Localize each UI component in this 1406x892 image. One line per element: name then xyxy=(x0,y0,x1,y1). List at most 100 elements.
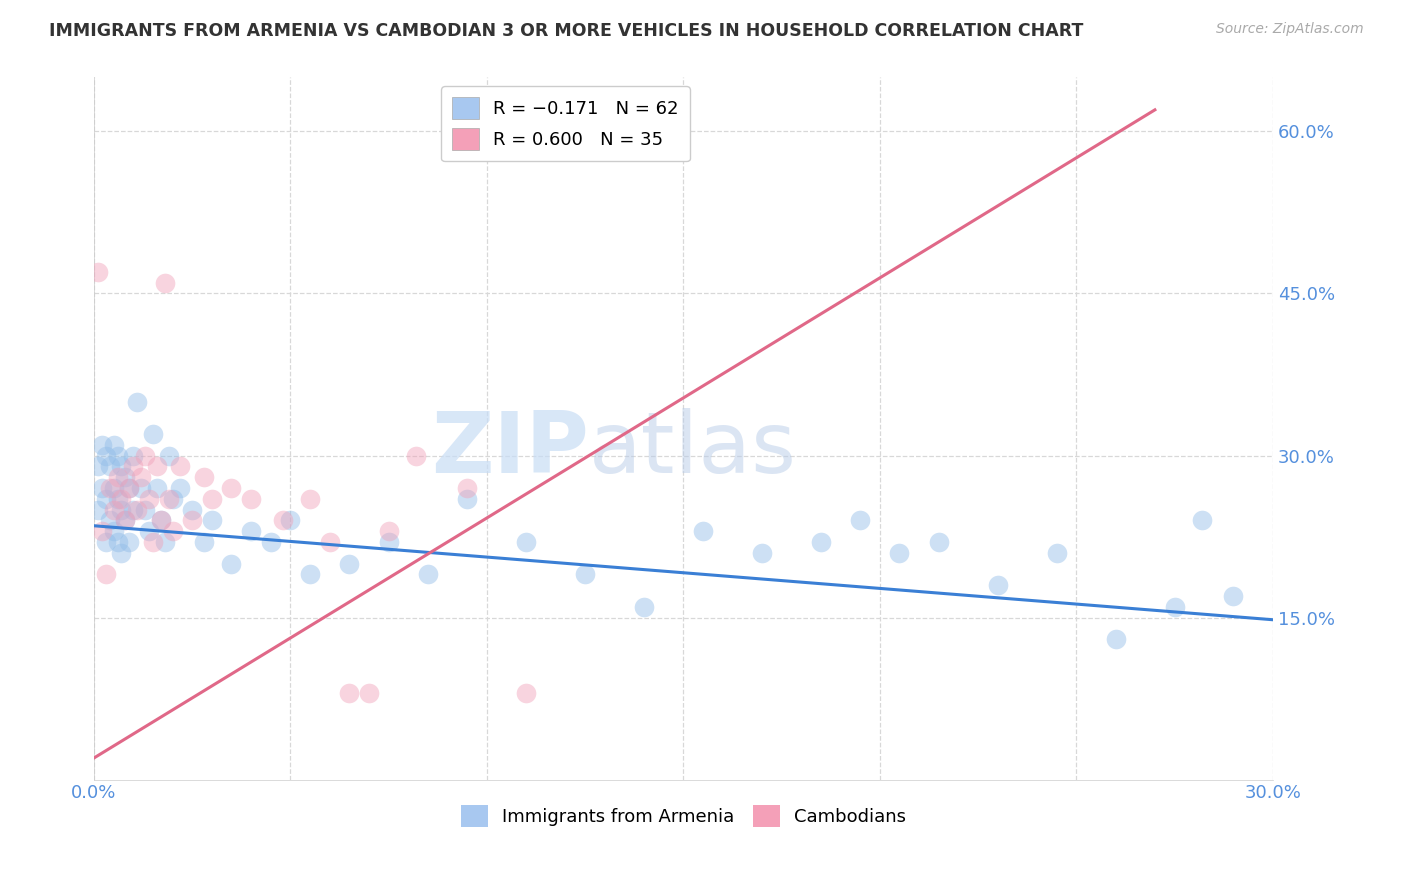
Point xyxy=(153,276,176,290)
Point xyxy=(515,535,537,549)
Point xyxy=(987,578,1010,592)
Point xyxy=(103,438,125,452)
Point xyxy=(169,481,191,495)
Point xyxy=(103,481,125,495)
Point xyxy=(162,524,184,538)
Point xyxy=(299,491,322,506)
Point xyxy=(107,535,129,549)
Point xyxy=(928,535,950,549)
Point xyxy=(138,491,160,506)
Point xyxy=(181,513,204,527)
Point xyxy=(87,502,110,516)
Point xyxy=(110,502,132,516)
Point xyxy=(260,535,283,549)
Text: ZIP: ZIP xyxy=(432,409,589,491)
Point xyxy=(146,481,169,495)
Point xyxy=(94,535,117,549)
Point xyxy=(129,470,152,484)
Point xyxy=(299,567,322,582)
Point xyxy=(889,546,911,560)
Point xyxy=(515,686,537,700)
Point xyxy=(103,524,125,538)
Point xyxy=(103,502,125,516)
Point xyxy=(98,513,121,527)
Point xyxy=(193,535,215,549)
Point xyxy=(633,599,655,614)
Point xyxy=(337,686,360,700)
Point xyxy=(1191,513,1213,527)
Text: Source: ZipAtlas.com: Source: ZipAtlas.com xyxy=(1216,22,1364,37)
Point xyxy=(280,513,302,527)
Point xyxy=(87,265,110,279)
Point xyxy=(90,481,112,495)
Point xyxy=(377,524,399,538)
Point xyxy=(110,491,132,506)
Point xyxy=(142,426,165,441)
Point xyxy=(405,449,427,463)
Point xyxy=(574,567,596,582)
Point xyxy=(240,524,263,538)
Point xyxy=(1104,632,1126,647)
Point xyxy=(90,438,112,452)
Point xyxy=(107,470,129,484)
Text: IMMIGRANTS FROM ARMENIA VS CAMBODIAN 3 OR MORE VEHICLES IN HOUSEHOLD CORRELATION: IMMIGRANTS FROM ARMENIA VS CAMBODIAN 3 O… xyxy=(49,22,1084,40)
Point xyxy=(221,481,243,495)
Point xyxy=(157,449,180,463)
Point xyxy=(221,557,243,571)
Point xyxy=(751,546,773,560)
Point xyxy=(98,481,121,495)
Point xyxy=(134,449,156,463)
Point xyxy=(134,502,156,516)
Point xyxy=(94,491,117,506)
Point xyxy=(118,481,141,495)
Point xyxy=(87,459,110,474)
Point xyxy=(122,502,145,516)
Point xyxy=(142,535,165,549)
Point xyxy=(122,459,145,474)
Point xyxy=(107,449,129,463)
Point xyxy=(149,513,172,527)
Point xyxy=(456,481,478,495)
Point xyxy=(201,491,224,506)
Point xyxy=(692,524,714,538)
Text: atlas: atlas xyxy=(589,409,797,491)
Point xyxy=(114,513,136,527)
Point xyxy=(146,459,169,474)
Point xyxy=(110,459,132,474)
Point xyxy=(810,535,832,549)
Point xyxy=(162,491,184,506)
Point xyxy=(149,513,172,527)
Point xyxy=(107,491,129,506)
Point xyxy=(94,567,117,582)
Point xyxy=(118,481,141,495)
Point xyxy=(357,686,380,700)
Point xyxy=(114,470,136,484)
Point xyxy=(240,491,263,506)
Point xyxy=(377,535,399,549)
Point xyxy=(849,513,872,527)
Point xyxy=(193,470,215,484)
Legend: Immigrants from Armenia, Cambodians: Immigrants from Armenia, Cambodians xyxy=(454,797,914,834)
Point xyxy=(169,459,191,474)
Point xyxy=(456,491,478,506)
Point xyxy=(114,513,136,527)
Point xyxy=(118,535,141,549)
Point xyxy=(201,513,224,527)
Point xyxy=(129,481,152,495)
Point xyxy=(318,535,340,549)
Point xyxy=(157,491,180,506)
Point xyxy=(1163,599,1185,614)
Point xyxy=(181,502,204,516)
Point xyxy=(1222,589,1244,603)
Point xyxy=(416,567,439,582)
Point xyxy=(127,502,149,516)
Point xyxy=(94,449,117,463)
Point xyxy=(110,546,132,560)
Point xyxy=(90,524,112,538)
Point xyxy=(98,459,121,474)
Point xyxy=(122,449,145,463)
Point xyxy=(271,513,294,527)
Point xyxy=(153,535,176,549)
Point xyxy=(337,557,360,571)
Point xyxy=(138,524,160,538)
